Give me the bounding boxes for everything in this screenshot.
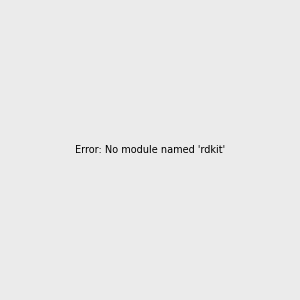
Text: Error: No module named 'rdkit': Error: No module named 'rdkit' <box>75 145 225 155</box>
